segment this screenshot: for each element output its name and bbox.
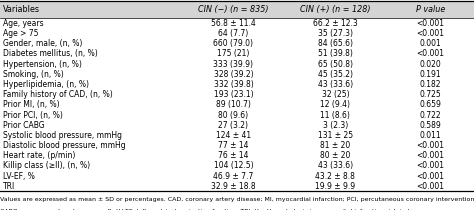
- Text: 46.9 ± 7.7: 46.9 ± 7.7: [213, 172, 254, 181]
- Bar: [0, 28, 474, 39]
- Bar: [0, 110, 474, 120]
- Text: 0.659: 0.659: [419, 100, 441, 109]
- Bar: [0, 49, 474, 59]
- Text: <0.001: <0.001: [416, 19, 444, 28]
- Text: Prior MI, (n, %): Prior MI, (n, %): [3, 100, 59, 109]
- Text: 328 (39.2): 328 (39.2): [214, 70, 253, 79]
- Text: 660 (79.0): 660 (79.0): [213, 39, 254, 48]
- Bar: [0, 181, 474, 191]
- Text: 76 ± 14: 76 ± 14: [218, 151, 249, 160]
- Text: Smoking, (n, %): Smoking, (n, %): [3, 70, 64, 79]
- Text: 32 (25): 32 (25): [321, 90, 349, 99]
- Text: 43 (33.6): 43 (33.6): [318, 161, 353, 171]
- Text: 84 (65.6): 84 (65.6): [318, 39, 353, 48]
- Text: Heart rate, (p/min): Heart rate, (p/min): [3, 151, 75, 160]
- Text: LV-EF, %: LV-EF, %: [3, 172, 35, 181]
- Text: <0.001: <0.001: [416, 151, 444, 160]
- Text: Age, years: Age, years: [3, 19, 44, 28]
- Text: 89 (10.7): 89 (10.7): [216, 100, 251, 109]
- Text: Diabetes mellitus, (n, %): Diabetes mellitus, (n, %): [3, 49, 98, 58]
- Bar: [0, 140, 474, 151]
- Text: 0.191: 0.191: [419, 70, 441, 79]
- Text: Killip class (≥II), (n, %): Killip class (≥II), (n, %): [3, 161, 90, 171]
- Text: Systolic blood pressure, mmHg: Systolic blood pressure, mmHg: [3, 131, 122, 140]
- Text: 43 (33.6): 43 (33.6): [318, 80, 353, 89]
- Text: 81 ± 20: 81 ± 20: [320, 141, 350, 150]
- Text: 124 ± 41: 124 ± 41: [216, 131, 251, 140]
- Text: Hypertension, (n, %): Hypertension, (n, %): [3, 60, 82, 69]
- Text: Diastolic blood pressure, mmHg: Diastolic blood pressure, mmHg: [3, 141, 126, 150]
- Text: Age > 75: Age > 75: [3, 29, 38, 38]
- Bar: [0, 120, 474, 130]
- Text: <0.001: <0.001: [416, 172, 444, 181]
- Text: 45 (35.2): 45 (35.2): [318, 70, 353, 79]
- Text: 131 ± 25: 131 ± 25: [318, 131, 353, 140]
- Text: 0.725: 0.725: [419, 90, 441, 99]
- Bar: [0, 89, 474, 100]
- Text: 19.9 ± 9.9: 19.9 ± 9.9: [315, 182, 356, 191]
- Text: CABG, coronary artery bypass graft; LV-EF, left ventricular ejection fraction; T: CABG, coronary artery bypass graft; LV-E…: [0, 209, 419, 210]
- Bar: [0, 171, 474, 181]
- Text: 193 (23.1): 193 (23.1): [214, 90, 253, 99]
- Text: 80 ± 20: 80 ± 20: [320, 151, 351, 160]
- Text: <0.001: <0.001: [416, 141, 444, 150]
- Bar: [0, 151, 474, 161]
- Text: 333 (39.9): 333 (39.9): [213, 60, 254, 69]
- Text: 332 (39.8): 332 (39.8): [214, 80, 253, 89]
- Text: 43.2 ± 8.8: 43.2 ± 8.8: [315, 172, 356, 181]
- Text: 104 (12.5): 104 (12.5): [214, 161, 253, 171]
- Text: Prior CABG: Prior CABG: [3, 121, 45, 130]
- Text: 0.722: 0.722: [419, 110, 441, 119]
- Text: Prior PCI, (n, %): Prior PCI, (n, %): [3, 110, 63, 119]
- Bar: [0, 79, 474, 89]
- Text: 80 (9.6): 80 (9.6): [219, 110, 248, 119]
- Text: TRI: TRI: [3, 182, 15, 191]
- Text: 35 (27.3): 35 (27.3): [318, 29, 353, 38]
- Text: Hyperlipidemia, (n, %): Hyperlipidemia, (n, %): [3, 80, 89, 89]
- Text: CIN (−) (n = 835): CIN (−) (n = 835): [198, 5, 269, 14]
- Text: 0.001: 0.001: [419, 39, 441, 48]
- Text: 0.011: 0.011: [419, 131, 441, 140]
- Text: <0.001: <0.001: [416, 182, 444, 191]
- Text: 0.589: 0.589: [419, 121, 441, 130]
- Text: 27 (3.2): 27 (3.2): [219, 121, 248, 130]
- Text: 66.2 ± 12.3: 66.2 ± 12.3: [313, 19, 358, 28]
- Text: 65 (50.8): 65 (50.8): [318, 60, 353, 69]
- Text: 0.020: 0.020: [419, 60, 441, 69]
- Text: 12 (9.4): 12 (9.4): [320, 100, 350, 109]
- Text: 0.182: 0.182: [419, 80, 441, 89]
- Text: 11 (8.6): 11 (8.6): [320, 110, 350, 119]
- Text: 56.8 ± 11.4: 56.8 ± 11.4: [211, 19, 256, 28]
- Text: Variables: Variables: [3, 5, 40, 14]
- Text: 32.9 ± 18.8: 32.9 ± 18.8: [211, 182, 256, 191]
- Text: Gender, male, (n, %): Gender, male, (n, %): [3, 39, 82, 48]
- Text: Family history of CAD, (n, %): Family history of CAD, (n, %): [3, 90, 113, 99]
- Text: 175 (21): 175 (21): [217, 49, 250, 58]
- Text: 64 (7.7): 64 (7.7): [219, 29, 248, 38]
- Text: <0.001: <0.001: [416, 161, 444, 171]
- Bar: [0, 39, 474, 49]
- Text: CIN (+) (n = 128): CIN (+) (n = 128): [300, 5, 371, 14]
- Bar: [0, 130, 474, 140]
- Bar: [0, 59, 474, 69]
- Bar: [0, 161, 474, 171]
- Text: 51 (39.8): 51 (39.8): [318, 49, 353, 58]
- Text: 77 ± 14: 77 ± 14: [218, 141, 249, 150]
- Bar: [0, 18, 474, 28]
- Bar: [0, 69, 474, 79]
- Text: 3 (2.3): 3 (2.3): [323, 121, 348, 130]
- Bar: [0, 100, 474, 110]
- Text: Values are expressed as mean ± SD or percentages. CAD, coronary artery disease; : Values are expressed as mean ± SD or per…: [0, 197, 474, 202]
- Text: P value: P value: [416, 5, 445, 14]
- Text: <0.001: <0.001: [416, 29, 444, 38]
- Bar: [0, 1, 474, 18]
- Text: <0.001: <0.001: [416, 49, 444, 58]
